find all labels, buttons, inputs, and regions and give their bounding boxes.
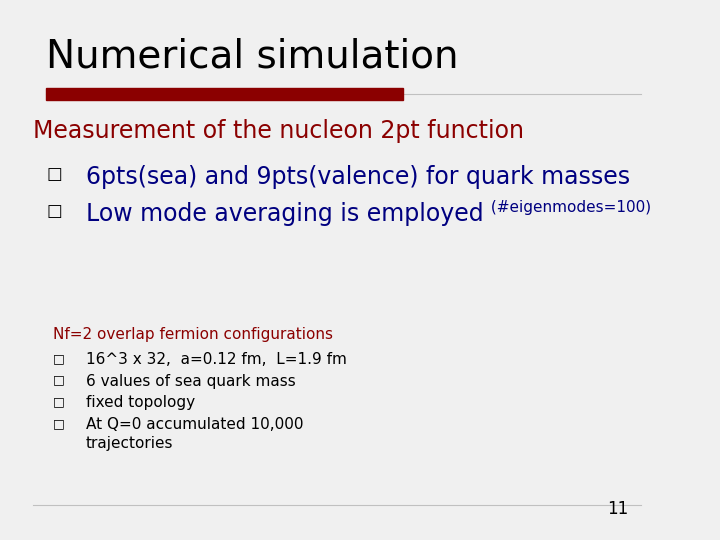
Text: 6 values of sea quark mass: 6 values of sea quark mass: [86, 374, 296, 389]
Text: 16^3 x 32,  a=0.12 fm,  L=1.9 fm: 16^3 x 32, a=0.12 fm, L=1.9 fm: [86, 352, 347, 367]
Text: 6pts(sea) and 9pts(valence) for quark masses: 6pts(sea) and 9pts(valence) for quark ma…: [86, 165, 630, 188]
Text: Measurement of the nucleon 2pt function: Measurement of the nucleon 2pt function: [33, 119, 524, 143]
Text: (#eigenmodes=100): (#eigenmodes=100): [486, 200, 651, 215]
Text: □: □: [53, 395, 65, 408]
Text: Low mode averaging is employed: Low mode averaging is employed: [86, 202, 484, 226]
Text: At Q=0 accumulated 10,000: At Q=0 accumulated 10,000: [86, 417, 303, 432]
Text: □: □: [53, 352, 65, 365]
Bar: [46, 88, 403, 100]
Text: □: □: [46, 165, 62, 183]
Text: 11: 11: [607, 501, 629, 518]
Text: Numerical simulation: Numerical simulation: [46, 38, 459, 76]
Text: trajectories: trajectories: [86, 436, 174, 451]
Text: Nf=2 overlap fermion configurations: Nf=2 overlap fermion configurations: [53, 327, 333, 342]
Text: □: □: [53, 374, 65, 387]
Text: □: □: [46, 202, 62, 220]
Text: fixed topology: fixed topology: [86, 395, 195, 410]
Text: □: □: [53, 417, 65, 430]
